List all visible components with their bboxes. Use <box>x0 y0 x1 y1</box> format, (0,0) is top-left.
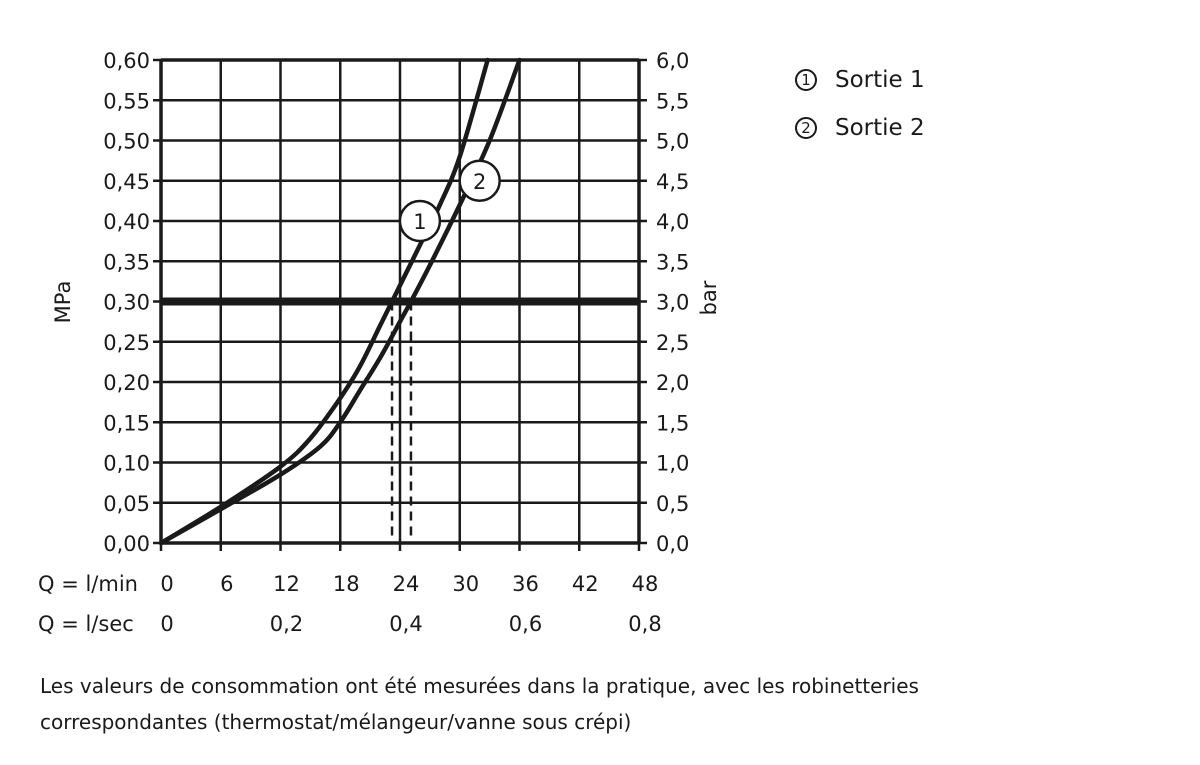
y-axis-left-ticks: 0,00 0,05 0,10 0,15 0,20 0,25 0,30 0,35 0,40 0,45… <box>103 49 150 556</box>
y-tick-label-bar: 1,0 <box>656 452 689 476</box>
footnote: Les valeurs de consommation ont été mesu… <box>40 668 1140 740</box>
x-tick-label-lsec: 0 <box>160 612 173 636</box>
circled-number-icon: 1 <box>795 69 817 91</box>
curve-sortie-1 <box>158 57 490 546</box>
y-tick-label-bar: 2,5 <box>656 331 689 355</box>
x-tick-label-lmin: 42 <box>572 572 599 596</box>
curve-sortie-2 <box>158 57 522 546</box>
y-tick-label-mpa: 0,20 <box>103 371 150 395</box>
curve-markers: 12 <box>398 159 501 243</box>
y-tick-label-mpa: 0,10 <box>103 452 150 476</box>
y-tick-label-bar: 5,5 <box>656 89 689 113</box>
y-tick-label-mpa: 0,25 <box>103 331 150 355</box>
legend-label: Sortie 1 <box>835 67 925 93</box>
y-axis-right-ticks: 0,0 0,5 1,0 1,5 2,0 2,5 3,0 3,5 4,0 4,5 5,0 5,5 6,0 <box>656 49 689 556</box>
y-tick-label-bar: 3,5 <box>656 250 689 274</box>
x-axis-label-lsec: Q = l/sec <box>38 612 134 636</box>
x-axis-ticks: 0 6 12 18 24 30 36 42 48 0 0,2 0,4 0,6 0,8 <box>160 572 661 636</box>
x-tick-label-lmin: 0 <box>160 572 173 596</box>
y-tick-label-mpa: 0,45 <box>103 170 150 194</box>
y-tick-label-mpa: 0,00 <box>103 532 150 556</box>
x-tick-label-lmin: 30 <box>452 572 479 596</box>
x-tick-label-lsec: 0,8 <box>628 612 661 636</box>
x-tick-label-lmin: 48 <box>632 572 659 596</box>
y-tick-label-bar: 4,5 <box>656 170 689 194</box>
curve-marker-label: 1 <box>413 210 426 234</box>
y-tick-label-bar: 4,0 <box>656 210 689 234</box>
y-tick-label-mpa: 0,05 <box>103 492 150 516</box>
y-tick-label-bar: 2,0 <box>656 371 689 395</box>
y-tick-label-mpa: 0,30 <box>103 291 150 315</box>
curve-marker-2 <box>458 159 501 202</box>
x-tick-label-lmin: 6 <box>220 572 233 596</box>
x-tick-label-lmin: 12 <box>273 572 300 596</box>
x-tick-label-lsec: 0,6 <box>509 612 542 636</box>
footnote-line-1: Les valeurs de consommation ont été mesu… <box>40 674 919 698</box>
curve-marker-1 <box>398 199 442 243</box>
x-tick-label-lmin: 18 <box>333 572 360 596</box>
y-tick-label-bar: 0,0 <box>656 532 689 556</box>
y-axis-label-mpa: MPa <box>51 281 75 324</box>
y-tick-label-mpa: 0,60 <box>103 49 150 73</box>
legend-label: Sortie 2 <box>835 115 925 141</box>
x-tick-label-lsec: 0,2 <box>270 612 303 636</box>
y-tick-label-mpa: 0,50 <box>103 130 150 154</box>
y-tick-label-bar: 0,5 <box>656 492 689 516</box>
reference-lines <box>161 297 639 543</box>
y-tick-label-bar: 1,5 <box>656 411 689 435</box>
x-tick-label-lmin: 24 <box>393 572 420 596</box>
y-tick-label-bar: 6,0 <box>656 49 689 73</box>
chart-curves <box>158 57 522 546</box>
circled-number-icon: 2 <box>795 117 817 139</box>
legend-item-sortie-1: 1 Sortie 1 <box>795 56 925 104</box>
plot-frame <box>159 58 641 545</box>
y-tick-label-bar: 5,0 <box>656 130 689 154</box>
y-tick-label-mpa: 0,15 <box>103 411 150 435</box>
curve-marker-label: 2 <box>473 170 486 194</box>
x-axis-label-lmin: Q = l/min <box>38 572 138 596</box>
pressure-flow-chart: 0,000,050,100,150,200,250,300,350,400,45… <box>38 49 721 636</box>
y-tick-label-mpa: 0,40 <box>103 210 150 234</box>
legend-item-sortie-2: 2 Sortie 2 <box>795 104 925 152</box>
x-tick-label-lmin: 36 <box>512 572 539 596</box>
y-tick-label-mpa: 0,35 <box>103 250 150 274</box>
legend: 1 Sortie 1 2 Sortie 2 <box>795 56 925 152</box>
footnote-line-2: correspondantes (thermostat/mélangeur/va… <box>40 710 632 734</box>
y-axis-label-bar: bar <box>697 280 721 315</box>
y-tick-label-mpa: 0,55 <box>103 89 150 113</box>
x-tick-label-lsec: 0,4 <box>389 612 422 636</box>
y-tick-label-bar: 3,0 <box>656 291 689 315</box>
